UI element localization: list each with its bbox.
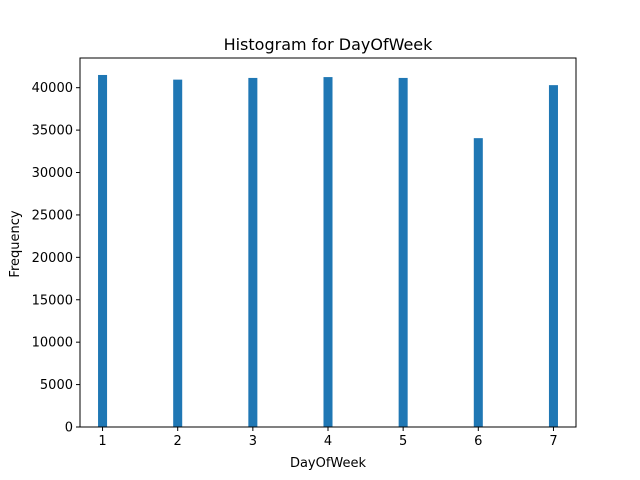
histogram-bar-2	[173, 79, 183, 427]
y-tick-label-10000: 10000	[32, 336, 73, 351]
x-tick-label-6: 6	[474, 434, 482, 449]
x-tick-label-2: 2	[174, 434, 182, 449]
bars-layer	[98, 74, 558, 428]
y-tick-label-15000: 15000	[32, 293, 73, 308]
x-tick-label-4: 4	[324, 434, 332, 449]
x-tick-label-1: 1	[98, 434, 106, 449]
histogram-bar-6	[473, 138, 483, 427]
ticks-layer: 1 2 3 4 5 6 7 0 5000 10000 15000 20000 25000 30000 350…	[32, 81, 558, 449]
histogram-bar-4	[323, 77, 333, 427]
y-tick-label-35000: 35000	[32, 124, 73, 139]
x-tick-label-7: 7	[549, 434, 557, 449]
histogram-bar-3	[248, 77, 258, 428]
x-axis-label: DayOfWeek	[290, 456, 367, 471]
y-axis-label: Frequency	[8, 210, 23, 277]
histogram-bar-1	[98, 74, 108, 427]
y-tick-label-0: 0	[65, 421, 73, 436]
x-tick-label-3: 3	[249, 434, 257, 449]
histogram-bar-5	[398, 77, 408, 428]
chart-title: Histogram for DayOfWeek	[224, 35, 434, 54]
y-tick-label-20000: 20000	[32, 251, 73, 266]
y-tick-label-5000: 5000	[40, 378, 73, 393]
histogram-bar-7	[548, 85, 558, 427]
y-tick-label-30000: 30000	[32, 166, 73, 181]
x-tick-label-5: 5	[399, 434, 407, 449]
y-tick-label-25000: 25000	[32, 208, 73, 223]
y-tick-label-40000: 40000	[32, 81, 73, 96]
